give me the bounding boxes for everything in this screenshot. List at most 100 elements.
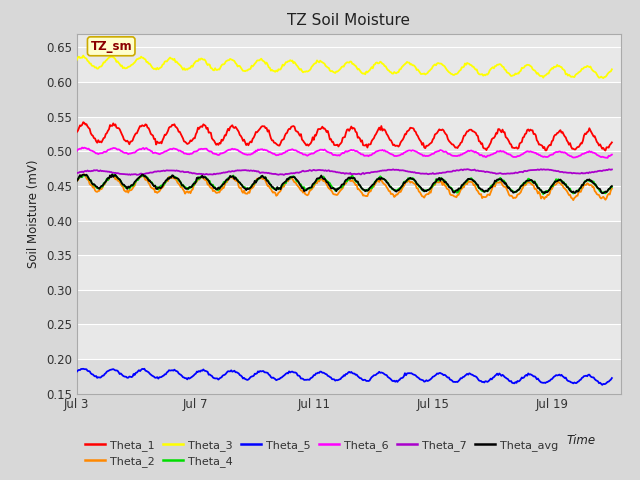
- Bar: [77, 117, 621, 151]
- Theta_2: [332, 192, 339, 197]
- Theta_4: [513, 189, 520, 194]
- Theta_1: [602, 148, 609, 154]
- Theta_6: [608, 152, 616, 157]
- Theta_4: [392, 187, 400, 193]
- Theta_1: [392, 143, 400, 149]
- Theta_3: [364, 70, 371, 75]
- Legend: Theta_1, Theta_2, Theta_3, Theta_4, Theta_5, Theta_6, Theta_7, Theta_avg: Theta_1, Theta_2, Theta_3, Theta_4, Thet…: [81, 435, 563, 471]
- Theta_avg: [364, 188, 371, 193]
- Theta_1: [608, 140, 616, 145]
- Theta_3: [328, 68, 336, 74]
- Theta_7: [392, 167, 400, 173]
- Bar: [77, 82, 621, 117]
- Theta_avg: [541, 191, 548, 196]
- Theta_2: [328, 189, 336, 194]
- Theta_4: [111, 171, 118, 177]
- Theta_1: [364, 144, 371, 150]
- Theta_5: [73, 369, 81, 374]
- Line: Theta_4: Theta_4: [77, 174, 612, 194]
- Theta_2: [364, 193, 371, 199]
- Theta_avg: [73, 178, 81, 184]
- Theta_5: [332, 378, 339, 384]
- Line: Theta_6: Theta_6: [77, 147, 612, 158]
- Theta_3: [392, 71, 400, 76]
- Theta_4: [597, 189, 605, 194]
- Theta_3: [79, 53, 87, 59]
- Title: TZ Soil Moisture: TZ Soil Moisture: [287, 13, 410, 28]
- Theta_2: [597, 196, 605, 202]
- Theta_5: [364, 378, 371, 384]
- Theta_1: [332, 142, 339, 148]
- Theta_5: [513, 380, 520, 386]
- Theta_6: [513, 154, 520, 160]
- Bar: [77, 324, 621, 359]
- Theta_3: [73, 57, 81, 63]
- Line: Theta_3: Theta_3: [77, 56, 612, 78]
- Theta_6: [332, 152, 339, 158]
- Line: Theta_avg: Theta_avg: [77, 174, 612, 193]
- Bar: [77, 151, 621, 186]
- Theta_avg: [597, 190, 605, 195]
- Theta_3: [596, 74, 604, 80]
- Text: TZ_sm: TZ_sm: [90, 40, 132, 53]
- Theta_5: [141, 366, 148, 372]
- Theta_1: [513, 144, 520, 150]
- Bar: [77, 220, 621, 255]
- Theta_7: [328, 168, 336, 174]
- Bar: [77, 255, 621, 290]
- Theta_7: [280, 172, 287, 178]
- Theta_7: [608, 167, 616, 172]
- Theta_avg: [608, 183, 616, 189]
- Theta_7: [514, 170, 522, 176]
- Theta_3: [608, 66, 616, 72]
- Theta_1: [596, 142, 604, 147]
- Theta_4: [332, 188, 339, 193]
- Theta_2: [570, 197, 577, 203]
- Theta_2: [73, 178, 81, 183]
- Theta_4: [540, 192, 547, 197]
- Line: Theta_1: Theta_1: [77, 122, 612, 151]
- Theta_4: [328, 184, 336, 190]
- Theta_avg: [392, 189, 400, 194]
- Theta_7: [73, 170, 81, 176]
- Theta_6: [328, 151, 336, 157]
- Theta_5: [608, 375, 616, 381]
- Theta_2: [608, 186, 616, 192]
- Theta_6: [392, 153, 400, 159]
- Theta_1: [79, 120, 87, 125]
- Y-axis label: Soil Moisture (mV): Soil Moisture (mV): [28, 159, 40, 268]
- Theta_6: [604, 155, 611, 161]
- Bar: [77, 48, 621, 82]
- Line: Theta_5: Theta_5: [77, 369, 612, 385]
- Theta_7: [597, 168, 605, 174]
- Theta_6: [364, 153, 371, 158]
- Theta_2: [513, 194, 520, 200]
- Theta_6: [78, 144, 86, 150]
- Bar: [77, 359, 621, 394]
- Theta_5: [328, 376, 336, 382]
- Theta_5: [596, 380, 604, 385]
- Theta_1: [73, 129, 81, 135]
- Theta_5: [392, 378, 400, 384]
- Theta_7: [332, 169, 339, 175]
- Theta_3: [513, 71, 520, 77]
- Theta_1: [328, 139, 336, 145]
- Theta_2: [392, 192, 400, 197]
- Theta_avg: [108, 171, 116, 177]
- Theta_3: [600, 75, 607, 81]
- Theta_7: [364, 170, 371, 176]
- Line: Theta_7: Theta_7: [77, 169, 612, 175]
- Theta_7: [463, 167, 471, 172]
- Theta_6: [596, 154, 604, 159]
- Theta_avg: [328, 186, 336, 192]
- Bar: [77, 186, 621, 220]
- Line: Theta_2: Theta_2: [77, 174, 612, 200]
- Bar: [77, 290, 621, 324]
- Theta_4: [364, 188, 371, 193]
- Theta_3: [332, 70, 339, 76]
- Theta_4: [73, 178, 81, 183]
- Theta_avg: [513, 189, 520, 194]
- Theta_4: [608, 184, 616, 190]
- Theta_avg: [332, 186, 339, 192]
- Theta_2: [81, 171, 88, 177]
